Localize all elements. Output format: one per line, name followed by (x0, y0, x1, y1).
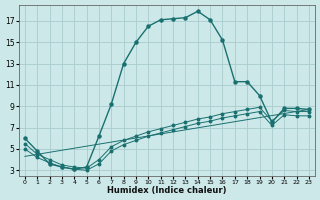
X-axis label: Humidex (Indice chaleur): Humidex (Indice chaleur) (107, 186, 227, 195)
